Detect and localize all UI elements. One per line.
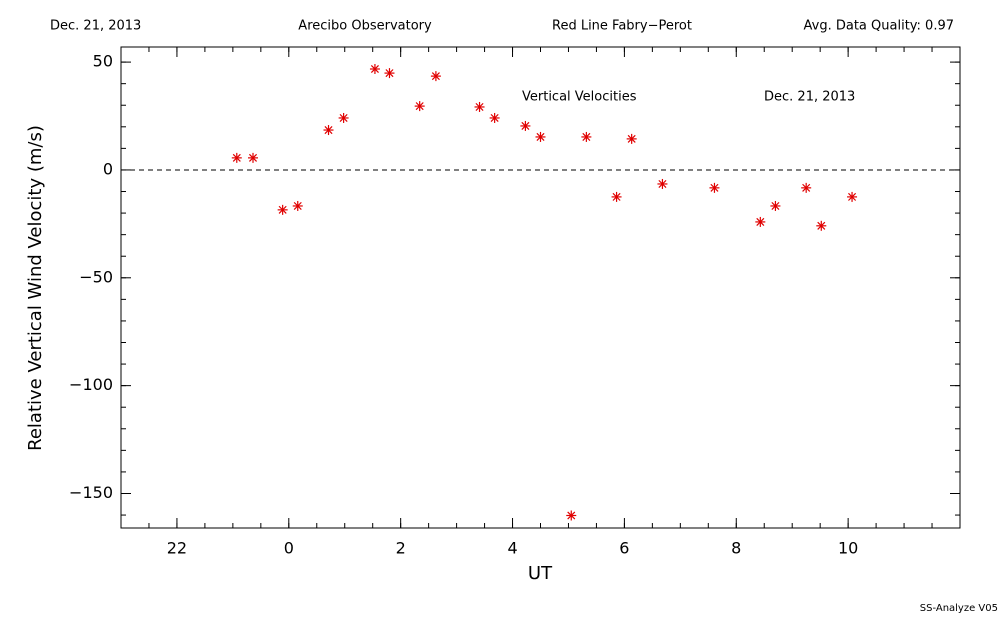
plot-frame xyxy=(120,46,961,529)
data-point xyxy=(847,191,858,202)
marker-stroke xyxy=(627,134,636,143)
data-point xyxy=(657,178,668,189)
marker-stroke xyxy=(567,511,576,520)
data-point xyxy=(755,216,766,227)
marker-stroke xyxy=(232,153,241,162)
y-axis-label: Relative Vertical Wind Velocity (m/s) xyxy=(25,125,46,451)
header-instrument: Red Line Fabry−Perot xyxy=(552,19,692,34)
data-point xyxy=(384,68,395,79)
header-quality: Avg. Data Quality: 0.97 xyxy=(804,19,954,34)
data-point xyxy=(626,133,637,144)
data-point xyxy=(323,125,334,136)
y-tick-label: 0 xyxy=(103,159,113,178)
data-point xyxy=(277,204,288,215)
x-tick-label: 8 xyxy=(731,539,741,558)
annotation: Vertical Velocities xyxy=(522,90,637,105)
data-point xyxy=(292,200,303,211)
marker-stroke xyxy=(370,64,379,74)
x-tick-label: 22 xyxy=(167,539,187,558)
marker-stroke xyxy=(710,183,719,192)
data-point xyxy=(611,191,622,202)
data-point xyxy=(816,220,827,231)
marker-stroke xyxy=(521,121,530,130)
data-point xyxy=(801,182,812,193)
data-point xyxy=(430,71,441,82)
data-point xyxy=(369,64,380,75)
marker-stroke xyxy=(490,113,499,122)
x-tick-label: 6 xyxy=(619,539,629,558)
x-tick-label: 4 xyxy=(507,539,517,558)
marker-stroke xyxy=(415,102,424,111)
footer: SS-Analyze V05 xyxy=(920,603,998,614)
marker-stroke xyxy=(248,153,258,162)
marker-stroke xyxy=(771,201,780,210)
marker-stroke xyxy=(431,72,440,81)
data-point xyxy=(231,152,242,163)
marker-stroke xyxy=(324,126,333,135)
data-point xyxy=(566,510,577,521)
y-tick-label: −100 xyxy=(69,375,113,394)
y-tick-label: −150 xyxy=(69,483,113,502)
marker-stroke xyxy=(385,69,394,78)
y-tick-label: 50 xyxy=(93,52,113,71)
x-tick-label: 10 xyxy=(838,539,858,558)
data-point xyxy=(414,101,425,112)
header-date: Dec. 21, 2013 xyxy=(50,19,141,34)
marker-stroke xyxy=(802,183,811,192)
data-point xyxy=(338,112,349,123)
data-point xyxy=(709,182,720,193)
x-axis-label: UT xyxy=(528,563,553,584)
data-point xyxy=(489,112,500,123)
x-tick-label: 0 xyxy=(284,539,294,558)
header-site: Arecibo Observatory xyxy=(298,19,432,34)
marker-stroke xyxy=(536,132,545,141)
marker-stroke xyxy=(293,201,302,210)
annotation: Dec. 21, 2013 xyxy=(764,90,855,105)
marker-stroke xyxy=(339,113,348,122)
marker-stroke xyxy=(848,192,857,201)
marker-stroke xyxy=(756,217,765,226)
marker-stroke xyxy=(612,192,621,201)
data-point xyxy=(535,131,546,142)
marker-stroke xyxy=(658,179,667,188)
data-point xyxy=(770,200,781,211)
x-tick-label: 2 xyxy=(396,539,406,558)
marker-stroke xyxy=(278,205,287,214)
data-point xyxy=(474,101,485,112)
data-point xyxy=(248,152,259,163)
data-point xyxy=(520,120,531,131)
y-tick-label: −50 xyxy=(79,267,113,286)
marker-stroke xyxy=(475,102,484,111)
data-point xyxy=(581,131,592,142)
marker-stroke xyxy=(582,132,591,141)
marker-stroke xyxy=(817,221,826,230)
